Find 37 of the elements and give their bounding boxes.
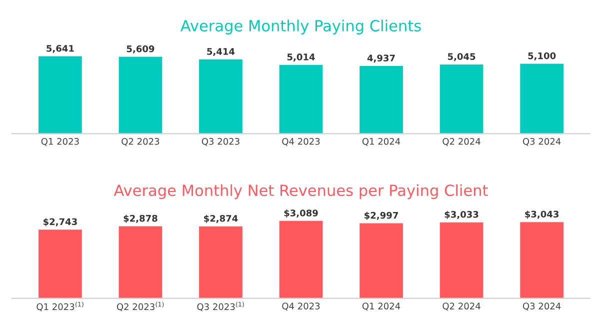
chart-title: Average Monthly Net Revenues per Paying Client (114, 184, 488, 200)
x-tick-label: Q2 2024 (442, 138, 480, 146)
bar (360, 66, 403, 134)
x-tick-label: Q2 2024 (442, 302, 480, 310)
x-tick-label: Q3 2024 (522, 302, 561, 310)
bar (38, 56, 82, 134)
x-tick-label: Q1 2023$^{(1)}$ (36, 302, 84, 312)
data-label: $3,089 (284, 209, 318, 218)
data-label: 5,609 (126, 45, 154, 54)
x-tick-label: Q1 2024 (362, 138, 400, 146)
bar (199, 59, 242, 134)
chart-title: Average Monthly Paying Clients (180, 20, 421, 34)
x-tick-label: Q3 2023$^{(1)}$ (197, 302, 244, 312)
bar (279, 64, 323, 134)
bar (118, 56, 162, 134)
bar (520, 64, 564, 134)
x-tick-label: Q1 2024 (362, 302, 400, 310)
x-tick-label: Q4 2023 (282, 138, 320, 146)
x-tick-label: Q2 2023$^{(1)}$ (116, 302, 164, 312)
data-label: 5,014 (287, 54, 315, 62)
data-label: $2,874 (204, 214, 238, 223)
data-label: 5,045 (448, 53, 476, 62)
x-tick-label: Q4 2023 (282, 302, 320, 310)
x-tick-label: Q3 2023 (202, 138, 240, 146)
data-label: 5,100 (528, 52, 556, 60)
data-label: $2,743 (43, 218, 77, 226)
data-label: $3,033 (444, 210, 478, 220)
x-tick-label: Q3 2024 (522, 138, 561, 146)
x-tick-label: Q2 2023 (122, 138, 160, 146)
bar (440, 64, 484, 134)
x-tick-label: Q1 2023 (41, 138, 79, 146)
data-label: 5,641 (46, 44, 74, 53)
data-label: $2,997 (364, 212, 398, 220)
data-label: $2,878 (124, 214, 158, 223)
data-label: 5,414 (207, 48, 235, 56)
data-label: 4,937 (367, 54, 395, 63)
data-label: $3,043 (525, 210, 558, 219)
